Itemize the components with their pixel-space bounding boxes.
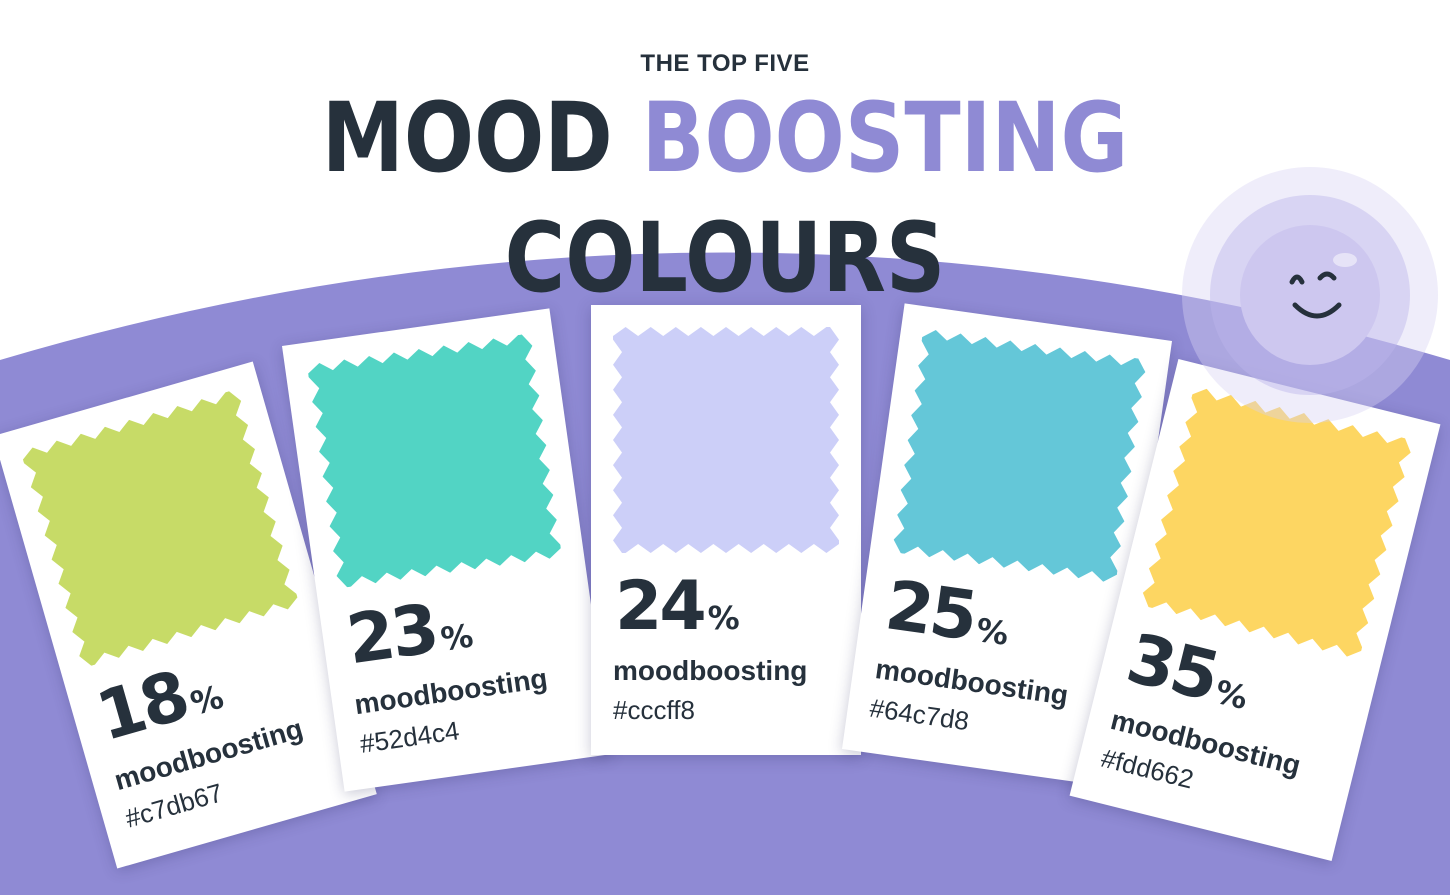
swatch-shape <box>893 330 1146 582</box>
title-word-colours: COLOURS <box>504 202 946 314</box>
moodboosting-label: moodboosting <box>613 655 808 686</box>
percent-value: 23% <box>342 589 476 681</box>
smiley-face-icon <box>1182 167 1438 423</box>
swatch-shape <box>22 391 298 666</box>
hex-code: #cccff8 <box>613 695 695 725</box>
color-card-4: 25% moodboosting #64c7d8 <box>841 303 1173 787</box>
title-word-mood: MOOD <box>321 82 613 194</box>
hex-code: #52d4c4 <box>358 715 462 759</box>
color-card-5: 35% moodboosting #fdd662 <box>1069 359 1441 861</box>
swatch-shape <box>1142 388 1411 657</box>
hex-code: #64c7d8 <box>867 692 971 737</box>
page-title: MOOD BOOSTING COLOURS <box>102 78 1349 318</box>
percent-value: 24% <box>615 567 740 646</box>
title-word-boosting: BOOSTING <box>641 82 1129 194</box>
color-card-3: 24% moodboosting #cccff8 <box>591 305 861 755</box>
kicker-text: THE TOP FIVE <box>640 50 810 77</box>
color-card-2: 23% moodboosting #52d4c4 <box>281 308 613 792</box>
swatch-shape <box>308 334 561 588</box>
color-card-1: 18% moodboosting #c7db67 <box>0 361 377 869</box>
swatch-shape <box>613 327 839 553</box>
percent-value: 25% <box>880 566 1011 657</box>
